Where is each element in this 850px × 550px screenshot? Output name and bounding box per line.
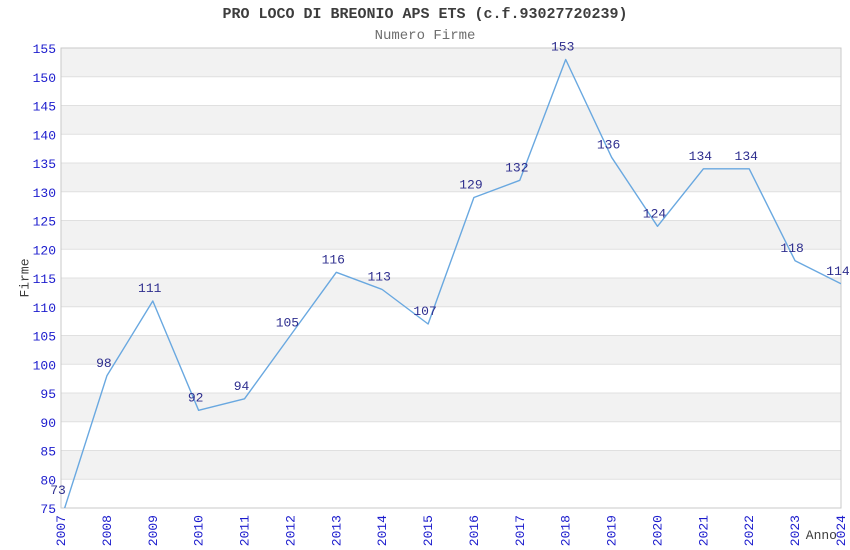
value-label: 153 bbox=[551, 40, 574, 55]
y-tick-label: 130 bbox=[33, 186, 56, 201]
x-tick-label: 2009 bbox=[146, 515, 161, 546]
x-tick-label: 2013 bbox=[329, 515, 344, 546]
x-tick-label: 2014 bbox=[375, 515, 390, 546]
value-label: 134 bbox=[689, 149, 713, 164]
series-line bbox=[63, 58, 841, 508]
y-tick-label: 100 bbox=[33, 358, 56, 373]
grid-band bbox=[61, 450, 841, 480]
value-label: 73 bbox=[50, 483, 66, 498]
grid-band bbox=[61, 421, 841, 451]
value-label: 136 bbox=[597, 137, 620, 152]
grid-band bbox=[61, 134, 841, 163]
y-tick-label: 150 bbox=[33, 71, 56, 86]
value-label: 118 bbox=[780, 241, 803, 256]
y-tick-label: 105 bbox=[33, 330, 56, 345]
x-tick-label: 2019 bbox=[605, 515, 620, 546]
chart-subtitle: Numero Firme bbox=[374, 28, 476, 44]
y-tick-label: 75 bbox=[40, 502, 56, 517]
value-label: 114 bbox=[826, 264, 850, 279]
x-tick-label: 2016 bbox=[467, 515, 482, 546]
x-tick-label: 2011 bbox=[238, 515, 253, 546]
grid-band bbox=[61, 220, 841, 250]
value-label: 111 bbox=[138, 281, 162, 296]
grid-band bbox=[61, 278, 841, 307]
x-tick-label: 2022 bbox=[742, 515, 757, 546]
y-tick-label: 120 bbox=[33, 243, 56, 258]
value-label: 105 bbox=[276, 316, 299, 331]
grid-band bbox=[61, 48, 841, 77]
value-label: 92 bbox=[188, 390, 204, 405]
x-tick-label: 2007 bbox=[54, 515, 69, 546]
x-tick-label: 2020 bbox=[650, 515, 665, 546]
y-tick-label: 80 bbox=[40, 473, 56, 488]
y-tick-label: 110 bbox=[33, 301, 56, 316]
plot-border bbox=[60, 47, 842, 509]
y-tick-label: 140 bbox=[33, 128, 56, 143]
x-tick-label: 2021 bbox=[696, 515, 711, 546]
grid-band bbox=[61, 364, 841, 393]
y-tick-label: 135 bbox=[33, 157, 56, 172]
y-tick-label: 145 bbox=[33, 100, 56, 115]
x-axis-title: Anno bbox=[805, 528, 837, 543]
grid-band bbox=[61, 306, 841, 336]
grid-band bbox=[61, 479, 841, 508]
y-tick-label: 115 bbox=[33, 272, 56, 287]
y-tick-label: 95 bbox=[40, 387, 56, 402]
x-tick-label: 2015 bbox=[421, 515, 436, 546]
grid-band bbox=[61, 76, 841, 106]
value-label: 124 bbox=[643, 206, 667, 221]
value-label: 94 bbox=[234, 379, 250, 394]
grid-band bbox=[61, 249, 841, 278]
value-label: 116 bbox=[322, 252, 345, 267]
value-label: 98 bbox=[96, 356, 112, 371]
x-tick-label: 2010 bbox=[192, 515, 207, 546]
value-label: 107 bbox=[413, 304, 436, 319]
y-tick-label: 90 bbox=[40, 416, 56, 431]
grid-band bbox=[61, 105, 841, 135]
value-label: 132 bbox=[505, 160, 528, 175]
value-label: 129 bbox=[459, 178, 482, 193]
x-tick-label: 2008 bbox=[100, 515, 115, 546]
x-tick-label: 2018 bbox=[559, 515, 574, 546]
value-label: 113 bbox=[367, 270, 390, 285]
x-tick-label: 2023 bbox=[788, 515, 803, 546]
chart-title: PRO LOCO DI BREONIO APS ETS (c.f.9302772… bbox=[222, 6, 628, 23]
grid-band bbox=[61, 191, 841, 221]
x-tick-label: 2024 bbox=[834, 515, 849, 546]
grid-band bbox=[61, 335, 841, 365]
grid-band bbox=[61, 393, 841, 422]
grid-band bbox=[61, 163, 841, 192]
x-tick-label: 2017 bbox=[513, 515, 528, 546]
y-tick-label: 85 bbox=[40, 445, 56, 460]
y-tick-label: 155 bbox=[33, 42, 56, 57]
y-tick-label: 125 bbox=[33, 215, 56, 230]
x-tick-label: 2012 bbox=[283, 515, 298, 546]
value-label: 134 bbox=[735, 149, 759, 164]
